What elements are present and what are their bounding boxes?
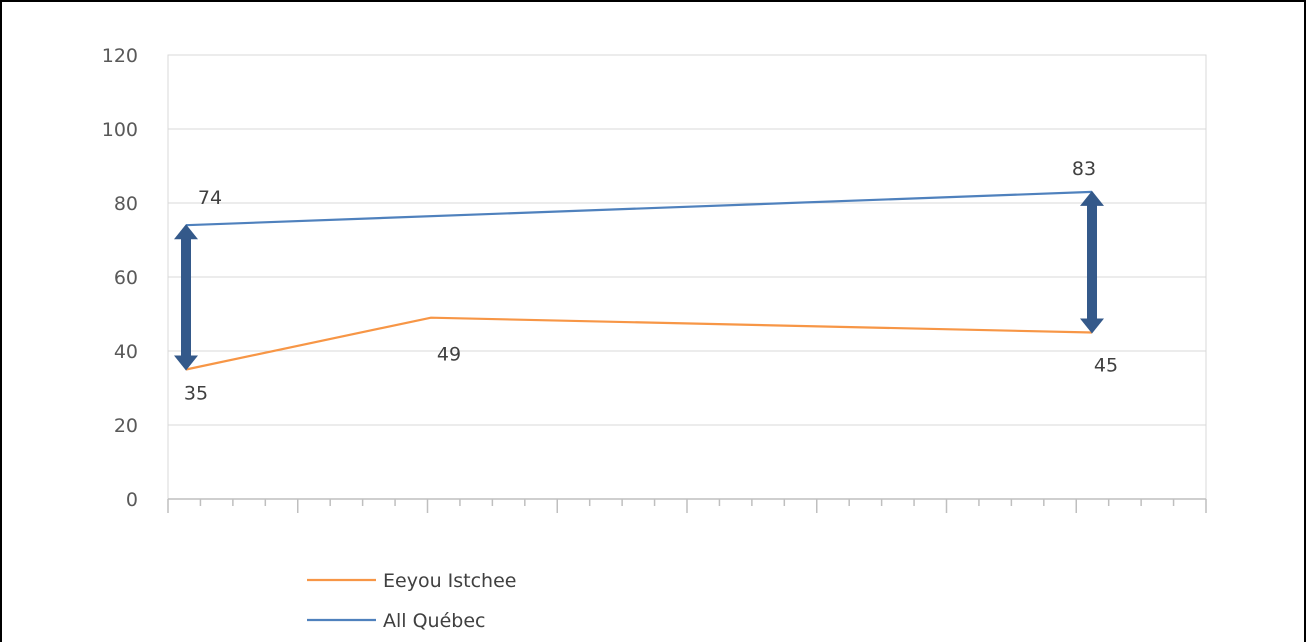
legend-label: Eeyou Istchee xyxy=(383,570,516,592)
series-line-all-qu-bec xyxy=(185,190,1093,227)
arrow-head-up xyxy=(174,224,198,240)
legend: Eeyou Istchee All Québec xyxy=(307,570,516,632)
y-tick-label: 100 xyxy=(102,119,138,141)
data-labels: 35 49 45 74 83 xyxy=(184,158,1118,405)
y-tick-label: 20 xyxy=(114,415,138,437)
y-tick-label: 0 xyxy=(126,489,138,511)
y-tick-label: 60 xyxy=(114,267,138,289)
data-label: 74 xyxy=(198,187,222,209)
gap-arrows xyxy=(174,190,1104,371)
y-tick-label: 120 xyxy=(102,45,138,67)
legend-item: Eeyou Istchee xyxy=(307,570,516,592)
series-lines xyxy=(185,190,1093,371)
legend-item: All Québec xyxy=(307,610,485,632)
y-tick-label: 80 xyxy=(114,193,138,215)
series-line-eeyou-istchee xyxy=(185,316,1093,371)
data-label: 49 xyxy=(437,344,461,366)
y-tick-label: 40 xyxy=(114,341,138,363)
gridlines xyxy=(168,54,1206,426)
arrow-shaft xyxy=(1087,203,1097,321)
data-label: 35 xyxy=(184,383,208,405)
arrow-head-down xyxy=(174,355,198,371)
data-label: 45 xyxy=(1094,355,1118,377)
legend-label: All Québec xyxy=(383,610,485,632)
arrow-head-up xyxy=(1080,190,1104,206)
gap-double-arrow xyxy=(1080,190,1104,334)
gap-double-arrow xyxy=(174,224,198,371)
x-axis xyxy=(167,498,1207,513)
y-axis-tick-labels: 0 20 40 60 80 100 120 xyxy=(102,45,138,511)
data-label: 83 xyxy=(1072,158,1096,180)
arrow-shaft xyxy=(181,237,191,358)
arrow-head-down xyxy=(1080,318,1104,334)
